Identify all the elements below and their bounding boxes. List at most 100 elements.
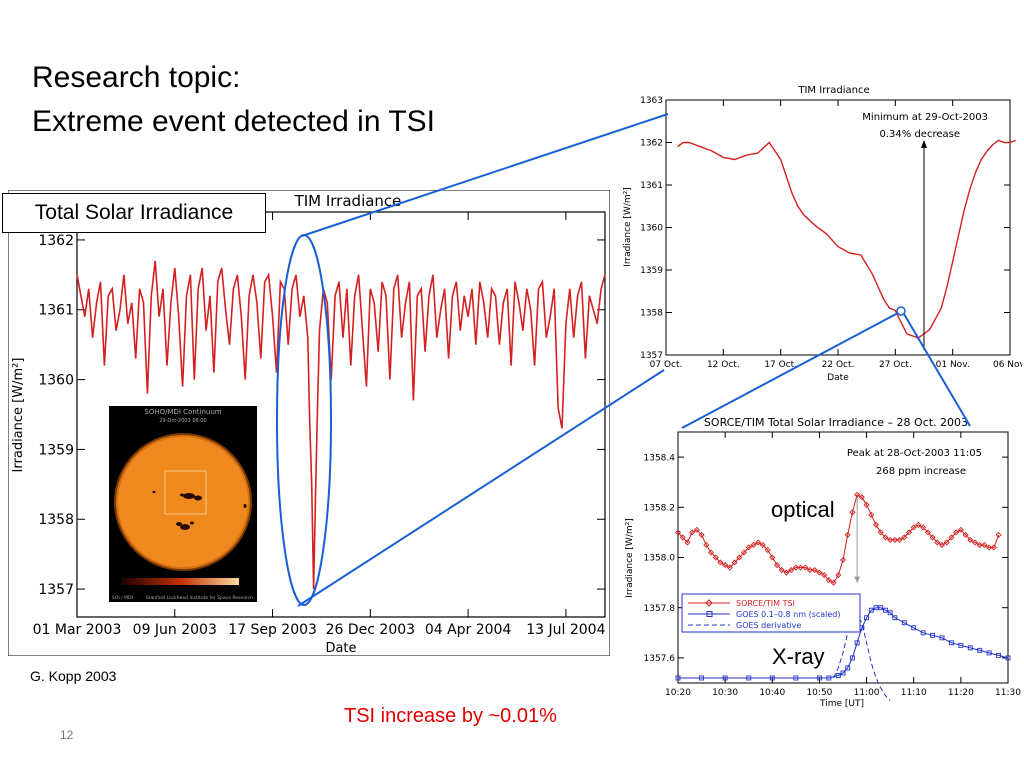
- annotation-peak: Peak at 28-Oct-2003 11:05: [847, 448, 982, 459]
- data-point: [675, 675, 681, 681]
- data-point: [835, 572, 842, 579]
- annotation-decrease: 0.34% decrease: [880, 129, 960, 140]
- sun-image-inset: SOHO/MDI Continuum 29-Oct-2003 08:00 SOI…: [109, 406, 257, 602]
- y-tick-label: 1357: [640, 351, 663, 361]
- tsi-main-chart: TIM Irradiance 135713581359136013611362 …: [8, 190, 610, 656]
- x-tick-label: 06 Nov.: [993, 360, 1022, 370]
- title-line-1: Research topic:: [32, 61, 241, 94]
- data-point: [849, 509, 856, 516]
- y-tick-label: 1357.8: [644, 604, 676, 614]
- data-point: [981, 541, 988, 548]
- data-point: [793, 675, 799, 681]
- x-tick-label: 09 Jun 2003: [133, 622, 217, 638]
- data-point: [788, 567, 795, 574]
- data-point: [924, 529, 931, 536]
- data-point: [755, 539, 762, 546]
- legend: SORCE/TIM TSI GOES 0.1–0.8 nm (scaled) GOE…: [681, 593, 861, 633]
- y-tick-label: 1357.6: [644, 654, 676, 664]
- y-axis-label: Irradiance [W/m²]: [625, 518, 635, 598]
- data-point: [693, 526, 700, 533]
- series-line-1: [76, 260, 606, 590]
- data-point: [679, 534, 686, 541]
- x-tick-label: 07 Oct.: [650, 360, 683, 370]
- data-point: [901, 534, 908, 541]
- data-point: [971, 539, 979, 546]
- data-point: [746, 675, 752, 681]
- x-tick-label: 17 Oct.: [764, 360, 797, 370]
- data-point: [882, 607, 888, 613]
- x-tick-label: 11:10: [901, 688, 927, 698]
- data-point: [943, 539, 950, 546]
- data-point: [977, 647, 983, 653]
- data-point: [901, 620, 907, 626]
- y-tick-label: 1358: [38, 512, 74, 528]
- data-point: [712, 554, 719, 561]
- data-point: [986, 650, 992, 656]
- y-tick-label: 1359: [38, 442, 74, 458]
- data-point: [938, 541, 946, 548]
- data-point: [892, 615, 898, 621]
- x-tick-label: 10:20: [665, 688, 691, 698]
- x-tick-label: 27 Oct.: [879, 360, 912, 370]
- tsi-label-box: Total Solar Irradiance: [2, 193, 266, 233]
- sun-image-date: 29-Oct-2003 08:00: [159, 418, 206, 424]
- data-point: [948, 534, 955, 541]
- data-point: [896, 536, 903, 543]
- data-point: [911, 625, 917, 631]
- series-line-3: [833, 614, 891, 701]
- data-point: [769, 554, 776, 561]
- annotation-increase: 268 ppm increase: [876, 466, 966, 477]
- data-point: [674, 529, 682, 536]
- optical-label: optical: [771, 497, 835, 523]
- series-line-1: [677, 139, 1016, 339]
- y-tick-label: 1357: [38, 582, 74, 598]
- data-point: [722, 675, 728, 681]
- x-tick-label: 10:50: [806, 688, 832, 698]
- y-tick-label: 1360: [640, 224, 663, 234]
- data-point: [792, 564, 799, 571]
- y-tick-label: 1359: [640, 266, 663, 276]
- sunspot-group: [152, 490, 247, 530]
- x-tick-label: 11:30: [995, 688, 1021, 698]
- chart-title: TIM Irradiance: [294, 192, 402, 210]
- series-line-2: [678, 607, 1009, 679]
- data-point: [934, 539, 941, 546]
- data-point: [830, 579, 837, 586]
- data-point: [910, 524, 917, 531]
- data-point: [816, 569, 823, 576]
- data-point: [990, 544, 997, 551]
- data-point: [930, 632, 936, 638]
- x-tick-label: 10:30: [712, 688, 738, 698]
- legend-entry: GOES 0.1–0.8 nm (scaled): [736, 610, 841, 619]
- data-point: [722, 561, 729, 569]
- x-tick-label: 12 Oct.: [707, 360, 740, 370]
- sun-image-footer-left: SOI / MDI: [112, 595, 133, 601]
- data-point: [995, 531, 1002, 538]
- data-point: [864, 615, 870, 621]
- data-point: [769, 675, 775, 681]
- data-point: [783, 569, 790, 576]
- y-tick-label: 1362: [640, 139, 663, 149]
- xray-label: X-ray: [772, 644, 825, 670]
- x-tick-label: 01 Mar 2003: [33, 622, 122, 638]
- data-point: [773, 561, 781, 569]
- x-tick-label: 17 Sep 2003: [228, 622, 317, 638]
- data-point: [806, 567, 814, 574]
- data-point: [1005, 655, 1011, 661]
- page-number: 12: [60, 728, 74, 742]
- data-point: [731, 559, 738, 566]
- data-point: [962, 531, 969, 538]
- data-point: [707, 549, 715, 556]
- data-point: [726, 564, 733, 571]
- data-point: [698, 531, 705, 538]
- x-tick-label: 10:40: [759, 688, 785, 698]
- data-point: [835, 673, 841, 678]
- data-point: [920, 524, 927, 531]
- slide-title: Research topic: Extreme event detected i…: [32, 56, 435, 144]
- data-point: [877, 529, 884, 536]
- data-point: [736, 554, 743, 561]
- data-point: [948, 640, 954, 646]
- data-point: [958, 642, 964, 648]
- y-tick-label: 1362: [38, 233, 74, 249]
- data-point: [844, 531, 851, 538]
